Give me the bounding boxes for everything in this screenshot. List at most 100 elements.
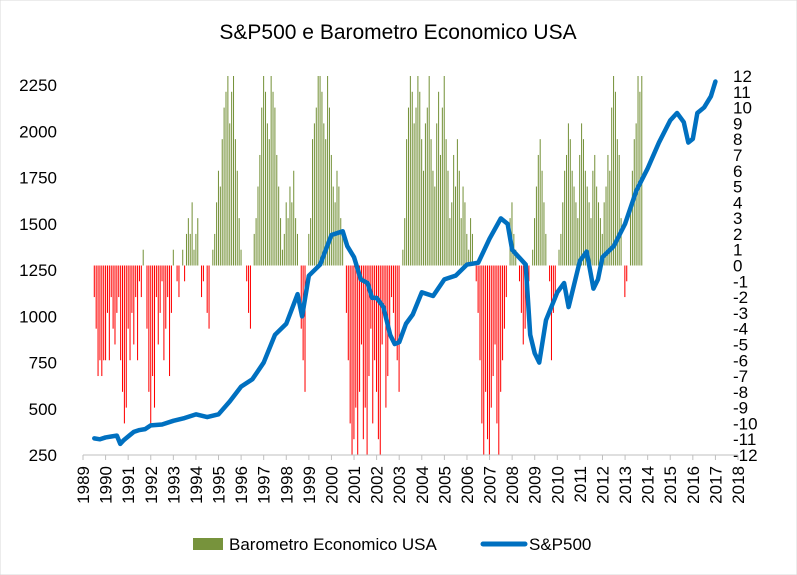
bar-24 bbox=[138, 265, 140, 282]
legend-label-line: S&P500 bbox=[529, 535, 591, 554]
bar-117 bbox=[313, 123, 315, 266]
bar-95 bbox=[272, 91, 274, 266]
bar-184 bbox=[439, 154, 441, 266]
legend-swatch-bar bbox=[193, 538, 223, 550]
bar-45 bbox=[178, 265, 180, 298]
bar-2 bbox=[97, 265, 99, 377]
bar-65 bbox=[216, 202, 218, 266]
bar-94 bbox=[270, 76, 272, 266]
sp500-point-28 bbox=[330, 233, 333, 237]
bar-14 bbox=[120, 265, 122, 361]
sp500-point-2 bbox=[104, 436, 107, 439]
sp500-point-79 bbox=[714, 80, 717, 83]
sp500-point-32 bbox=[359, 278, 363, 281]
bar-69 bbox=[223, 107, 225, 266]
bar-269 bbox=[599, 218, 601, 266]
bar-274 bbox=[609, 170, 611, 266]
sp500-point-71 bbox=[669, 119, 672, 122]
bar-239 bbox=[543, 202, 545, 266]
bar-60 bbox=[206, 265, 208, 313]
bar-186 bbox=[443, 76, 445, 266]
bar-155 bbox=[385, 265, 387, 408]
sp500-point-13 bbox=[172, 419, 175, 422]
sp500-point-12 bbox=[160, 423, 164, 426]
left-tick-0: 250 bbox=[29, 446, 57, 465]
bar-282 bbox=[624, 265, 626, 298]
bar-76 bbox=[236, 170, 238, 266]
bar-196 bbox=[462, 186, 464, 266]
sp500-point-6 bbox=[122, 439, 125, 442]
bar-42 bbox=[172, 249, 174, 266]
bar-189 bbox=[449, 218, 451, 266]
bar-54 bbox=[195, 233, 197, 266]
bar-145 bbox=[366, 265, 368, 455]
bar-259 bbox=[581, 123, 583, 266]
bar-204 bbox=[477, 265, 479, 313]
bar-152 bbox=[379, 265, 381, 455]
bar-240 bbox=[545, 233, 547, 266]
sp500-point-66 bbox=[612, 244, 615, 248]
bar-31 bbox=[152, 265, 154, 377]
x-tick-28: 2017 bbox=[706, 466, 725, 504]
sp500-point-42 bbox=[420, 291, 423, 294]
sp500-point-63 bbox=[592, 287, 595, 290]
x-tick-3: 1992 bbox=[142, 466, 161, 504]
bar-219 bbox=[505, 265, 507, 298]
bar-178 bbox=[428, 76, 430, 266]
bar-199 bbox=[468, 249, 470, 266]
x-tick-13: 2002 bbox=[368, 466, 387, 504]
bar-17 bbox=[125, 265, 127, 408]
bar-249 bbox=[562, 202, 564, 266]
left-axis: 250 500 750 1000 1250 1500 1750 2000 2250 bbox=[19, 76, 57, 465]
x-tick-11: 2000 bbox=[322, 466, 341, 504]
bar-10 bbox=[112, 265, 114, 329]
bar-151 bbox=[377, 265, 379, 440]
bar-107 bbox=[295, 218, 297, 266]
sp500-point-76 bbox=[696, 111, 699, 115]
left-tick-7: 2000 bbox=[19, 122, 57, 141]
bar-285 bbox=[629, 202, 632, 266]
bar-106 bbox=[293, 170, 295, 266]
sp500-point-33 bbox=[366, 281, 369, 285]
bar-192 bbox=[455, 186, 457, 266]
bar-115 bbox=[310, 218, 312, 266]
right-tick-19: -7 bbox=[733, 367, 748, 386]
sp500-point-30 bbox=[346, 244, 349, 248]
bar-25 bbox=[140, 265, 142, 298]
right-tick-14: -2 bbox=[733, 288, 748, 307]
sp500-point-4 bbox=[115, 434, 119, 437]
sp500-point-43 bbox=[431, 294, 435, 298]
bar-137 bbox=[351, 265, 353, 455]
bar-146 bbox=[368, 265, 370, 377]
bar-21 bbox=[133, 265, 135, 345]
x-tick-19: 2008 bbox=[503, 466, 522, 504]
bar-13 bbox=[118, 265, 120, 298]
bar-253 bbox=[569, 139, 571, 266]
bar-89 bbox=[261, 107, 263, 266]
bar-218 bbox=[503, 265, 505, 329]
bar-102 bbox=[285, 202, 287, 266]
bar-160 bbox=[394, 265, 396, 345]
sp500-point-64 bbox=[596, 278, 600, 281]
bar-197 bbox=[464, 202, 466, 266]
bar-126 bbox=[330, 154, 332, 266]
bar-258 bbox=[579, 154, 581, 266]
bar-283 bbox=[626, 265, 628, 282]
x-tick-21: 2010 bbox=[548, 466, 567, 504]
bar-209 bbox=[486, 265, 489, 440]
right-tick-15: -3 bbox=[733, 304, 748, 323]
sp500-point-49 bbox=[499, 217, 503, 220]
sp500-point-0 bbox=[93, 437, 96, 440]
bar-82 bbox=[248, 265, 250, 313]
bar-237 bbox=[539, 139, 541, 266]
bar-168 bbox=[409, 76, 411, 266]
bar-277 bbox=[614, 91, 616, 266]
bar-40 bbox=[169, 265, 171, 377]
bar-229 bbox=[524, 265, 526, 329]
sp500-point-23 bbox=[285, 322, 288, 325]
bar-78 bbox=[240, 249, 242, 266]
bar-257 bbox=[577, 218, 579, 266]
bar-39 bbox=[167, 265, 169, 298]
bar-11 bbox=[114, 265, 116, 345]
